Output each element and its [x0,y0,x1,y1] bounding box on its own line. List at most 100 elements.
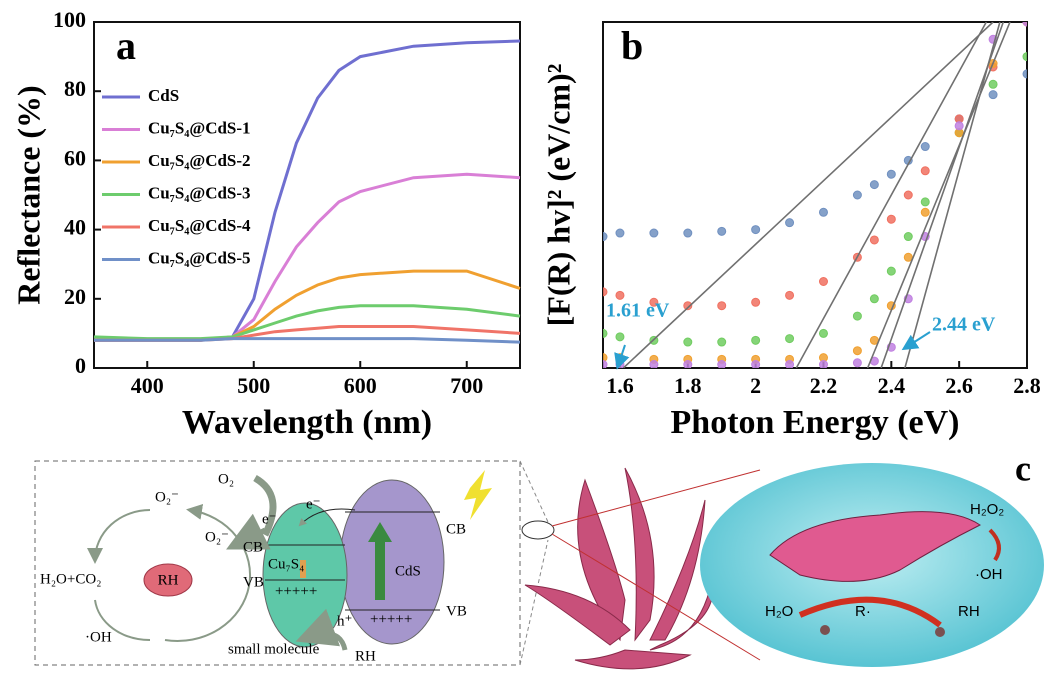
data-point [921,167,929,175]
x-tick-label: 500 [237,373,270,398]
data-point [752,336,760,344]
label: RH [355,648,376,664]
data-line [94,306,520,339]
label: R· [855,603,871,620]
label: H₂O [765,603,793,620]
annotation: 2.44 eV [932,314,996,336]
legend-label: Cu₇S₄@CdS-2 [148,151,251,170]
x-tick-label: 400 [131,373,164,398]
label: small molecule [228,641,320,657]
panel-label: b [621,23,643,68]
flower [525,468,713,669]
panel-label: a [116,23,136,68]
data-point [684,229,692,237]
molecule [820,625,830,635]
label: VB [243,574,264,590]
data-point [1023,70,1031,78]
x-tick-label: 2.8 [1013,373,1041,398]
zoom-spot [522,521,554,539]
data-point [989,91,997,99]
data-point [887,170,895,178]
data-point [650,361,658,369]
data-point [599,288,607,296]
y-tick-label: 0 [75,353,86,378]
data-point [819,329,827,337]
label: O₂ [218,471,234,487]
zoom-line [520,461,548,522]
label: ·OH [85,629,112,645]
data-point [599,329,607,337]
data-point [904,233,912,241]
x-tick-label: 2 [750,373,761,398]
x-tick-label: 700 [450,373,483,398]
label: CB [446,521,466,537]
data-point [1023,18,1031,26]
x-axis-title: Wavelength (nm) [182,404,432,441]
y-tick-label: 80 [64,76,86,101]
x-tick-label: 2.2 [810,373,838,398]
data-line [94,339,520,343]
data-point [650,229,658,237]
data-point [819,208,827,216]
data-point [616,333,624,341]
data-point [752,298,760,306]
legend-label: Cu₇S₄@CdS-3 [148,183,251,202]
x-tick-label: 2.4 [878,373,906,398]
label: H₂O+CO₂ [40,571,101,587]
data-point [870,181,878,189]
data-point [718,302,726,310]
data-point [853,312,861,320]
label: h⁺ [337,613,352,629]
label: CdS [395,563,421,579]
x-axis-title: Photon Energy (eV) [671,404,960,441]
data-point [921,198,929,206]
annotation-arrow [905,332,930,348]
data-point [684,361,692,369]
data-point [786,361,794,369]
label: VB [446,603,467,619]
data-point [599,233,607,241]
data-point [853,359,861,367]
molecule [935,627,945,637]
y-axis-title: Reflectance (%) [10,85,46,304]
data-point [870,236,878,244]
data-point [752,226,760,234]
data-point [955,122,963,130]
x-tick-label: 1.8 [674,373,702,398]
charts: 400500600700020406080100Wavelength (nm)R… [10,7,1040,441]
label: +++++ [370,611,412,627]
data-point [819,278,827,286]
light [464,470,492,520]
cycle-arrow [95,510,150,560]
label: RH [958,603,980,620]
label: e⁻ [262,511,277,527]
label: H₂O₂ [970,501,1004,518]
legend-label: Cu₇S₄@CdS-5 [148,248,251,267]
y-tick-label: 100 [53,7,86,32]
data-point [752,361,760,369]
data-point [718,361,726,369]
data-point [887,215,895,223]
x-tick-label: 600 [344,373,377,398]
x-tick-label: 2.6 [945,373,973,398]
data-point [786,219,794,227]
data-point [786,291,794,299]
data-point [921,143,929,151]
data-point [921,208,929,216]
y-tick-label: 40 [64,215,86,240]
data-point [853,347,861,355]
data-point [599,361,607,369]
data-point [819,361,827,369]
data-point [870,295,878,303]
legend-label: CdS [148,86,179,105]
annotation: 1.61 eV [606,300,670,322]
data-point [616,229,624,237]
data-point [853,191,861,199]
data-point [1023,53,1031,61]
label: O₂⁻ [205,529,229,545]
data-point [616,291,624,299]
y-axis-title: [F(R) hv]² (eV/cm)² [540,64,576,327]
data-point [718,338,726,346]
figure: 400500600700020406080100Wavelength (nm)R… [0,0,1050,673]
label: O₂⁻ [155,489,179,505]
